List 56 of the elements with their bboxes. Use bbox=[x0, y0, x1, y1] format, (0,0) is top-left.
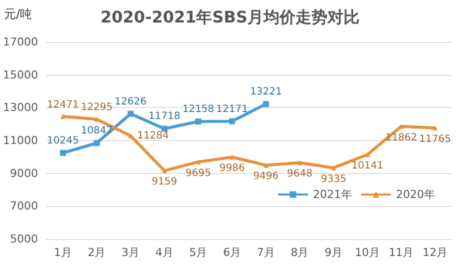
data-label: 9335 bbox=[320, 174, 346, 185]
y-tick-label: 13000 bbox=[2, 101, 38, 114]
x-tick-label: 6月 bbox=[223, 246, 242, 259]
point bbox=[432, 125, 438, 130]
data-label: 9695 bbox=[186, 168, 211, 179]
point bbox=[230, 154, 235, 160]
data-label: 12171 bbox=[216, 104, 248, 115]
x-tick-label: 1月 bbox=[54, 246, 72, 259]
point bbox=[262, 101, 269, 108]
data-label: 10141 bbox=[352, 160, 384, 172]
point bbox=[229, 118, 236, 124]
x-tick-label: 3月 bbox=[122, 246, 140, 259]
point bbox=[94, 140, 100, 146]
point bbox=[364, 152, 370, 158]
legend-label: 2021年 bbox=[313, 188, 352, 201]
x-tick-label: 4月 bbox=[155, 246, 174, 259]
x-tick-label: 11月 bbox=[388, 246, 414, 259]
y-tick-label: 5000 bbox=[10, 232, 38, 246]
legend-label: 2020年 bbox=[396, 188, 436, 201]
x-tick-label: 2月 bbox=[88, 246, 106, 259]
x-tick-label: 9月 bbox=[324, 246, 343, 259]
y-tick-label: 11000 bbox=[2, 134, 38, 147]
chart-title: 2020-2021年SBS月均价走势对比 bbox=[100, 8, 360, 26]
data-label: 12295 bbox=[80, 102, 113, 114]
point bbox=[60, 150, 66, 156]
y-tick-label: 17000 bbox=[2, 36, 38, 48]
data-label: 9496 bbox=[253, 171, 279, 182]
x-tick-label: 5月 bbox=[189, 246, 208, 259]
y-axis-title: 元/吨 bbox=[4, 7, 32, 21]
x-tick-label: 7月 bbox=[256, 246, 275, 259]
data-label: 9159 bbox=[152, 176, 178, 188]
point bbox=[196, 159, 201, 164]
point bbox=[94, 116, 100, 122]
point bbox=[263, 162, 268, 168]
data-label: 10245 bbox=[47, 135, 79, 146]
point bbox=[162, 168, 167, 174]
point bbox=[297, 160, 302, 166]
data-label: 12626 bbox=[114, 96, 146, 108]
point bbox=[195, 118, 202, 124]
point bbox=[128, 110, 134, 117]
data-label: 11765 bbox=[419, 134, 451, 145]
y-tick-label: 9000 bbox=[10, 166, 38, 180]
data-label: 13221 bbox=[250, 86, 282, 98]
data-label: 12471 bbox=[47, 99, 79, 110]
data-label: 9648 bbox=[287, 168, 312, 180]
data-label: 9986 bbox=[219, 163, 245, 174]
x-tick-label: 8月 bbox=[290, 246, 309, 259]
x-tick-label: 12月 bbox=[422, 246, 448, 259]
point bbox=[60, 114, 66, 119]
y-tick-label: 7000 bbox=[10, 200, 38, 213]
data-label: 12158 bbox=[182, 104, 214, 115]
data-label: 11718 bbox=[148, 111, 180, 122]
point bbox=[331, 165, 336, 170]
x-tick-label: 10月 bbox=[354, 246, 380, 259]
y-tick-label: 15000 bbox=[2, 68, 38, 82]
data-label: 11284 bbox=[137, 130, 169, 142]
